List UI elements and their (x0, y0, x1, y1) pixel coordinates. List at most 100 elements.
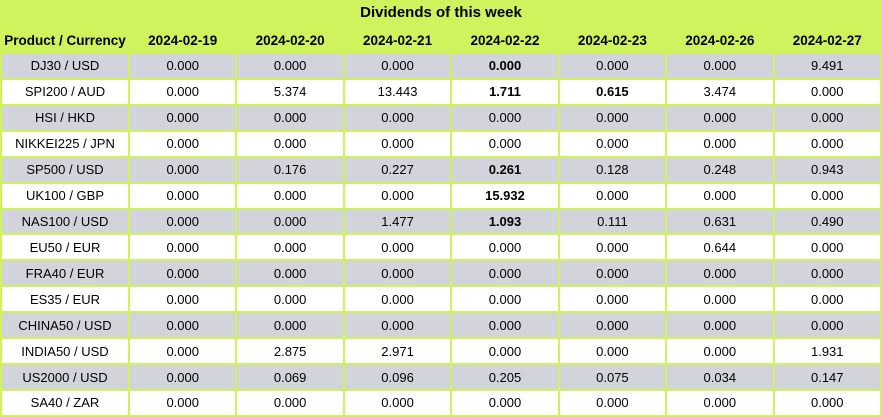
table-row: SPI200 / AUD 0.000 5.374 13.443 1.711 0.615 3.… (0, 77, 882, 106)
product-cell: SA40 / ZAR (0, 388, 130, 417)
product-cell: EU50 / EUR (0, 233, 130, 262)
product-cell: SP500 / USD (0, 155, 130, 184)
value-cell: 0.000 (557, 129, 668, 158)
product-cell: ES35 / EUR (0, 285, 130, 314)
value-cell: 0.000 (450, 233, 560, 262)
table-row: CHINA50 / USD 0.000 0.000 0.000 0.000 0.000 0.… (0, 311, 882, 340)
value-cell: 0.069 (235, 363, 345, 391)
value-cell: 0.000 (772, 129, 882, 158)
value-cell: 0.615 (557, 77, 668, 106)
product-cell: CHINA50 / USD (0, 311, 130, 340)
value-cell: 0.000 (772, 77, 882, 106)
value-cell: 0.000 (665, 337, 775, 366)
value-cell: 0.000 (557, 285, 668, 314)
date-header: 2024-02-27 (772, 26, 882, 54)
value-cell: 0.000 (557, 181, 668, 210)
value-cell: 0.147 (772, 363, 882, 391)
product-cell: INDIA50 / USD (0, 337, 130, 366)
value-cell: 0.000 (127, 388, 238, 417)
value-cell: 0.000 (772, 259, 882, 288)
value-cell: 0.000 (127, 337, 238, 366)
value-cell: 0.000 (557, 337, 668, 366)
product-cell: DJ30 / USD (0, 52, 130, 80)
value-cell: 0.000 (772, 181, 882, 210)
value-cell: 0.000 (557, 311, 668, 340)
value-cell: 0.000 (772, 311, 882, 340)
value-cell: 0.000 (127, 52, 238, 80)
value-cell: 0.128 (557, 155, 668, 184)
value-cell: 0.034 (665, 363, 775, 391)
value-cell: 0.176 (235, 155, 345, 184)
table-row: SA40 / ZAR 0.000 0.000 0.000 0.000 0.000 0.000… (0, 388, 882, 417)
table-row: US2000 / USD 0.000 0.069 0.096 0.205 0.075 0.0… (0, 363, 882, 391)
dividends-table: Product / Currency 2024-02-19 2024-02-20 2… (0, 26, 882, 417)
product-cell: US2000 / USD (0, 363, 130, 391)
table-row: EU50 / EUR 0.000 0.000 0.000 0.000 0.000 0.644… (0, 233, 882, 262)
value-cell: 0.000 (342, 52, 453, 80)
value-cell: 0.000 (127, 233, 238, 262)
value-cell: 2.875 (235, 337, 345, 366)
value-cell: 0.000 (557, 52, 668, 80)
value-cell: 0.000 (665, 388, 775, 417)
product-cell: NIKKEI225 / JPN (0, 129, 130, 158)
value-cell: 0.000 (235, 233, 345, 262)
value-cell: 0.000 (127, 155, 238, 184)
value-cell: 0.000 (127, 311, 238, 340)
date-header: 2024-02-19 (127, 26, 238, 54)
product-cell: HSI / HKD (0, 103, 130, 132)
value-cell: 0.644 (665, 233, 775, 262)
value-cell: 0.631 (665, 207, 775, 236)
value-cell: 0.000 (342, 285, 453, 314)
value-cell: 0.111 (557, 207, 668, 236)
value-cell: 0.000 (665, 103, 775, 132)
value-cell: 0.000 (557, 259, 668, 288)
value-cell: 0.000 (772, 285, 882, 314)
value-cell: 0.000 (235, 311, 345, 340)
table-row: NAS100 / USD 0.000 0.000 1.477 1.093 0.111 0.6… (0, 207, 882, 236)
value-cell: 0.000 (557, 233, 668, 262)
table-row: FRA40 / EUR 0.000 0.000 0.000 0.000 0.000 0.00… (0, 259, 882, 288)
value-cell: 0.000 (665, 285, 775, 314)
value-cell: 0.000 (127, 129, 238, 158)
value-cell: 0.000 (772, 233, 882, 262)
date-header: 2024-02-21 (342, 26, 453, 54)
value-cell: 2.971 (342, 337, 453, 366)
value-cell: 0.096 (342, 363, 453, 391)
date-header: 2024-02-20 (235, 26, 345, 54)
value-cell: 13.443 (342, 77, 453, 106)
product-cell: FRA40 / EUR (0, 259, 130, 288)
value-cell: 3.474 (665, 77, 775, 106)
value-cell: 0.248 (665, 155, 775, 184)
table-row: INDIA50 / USD 0.000 2.875 2.971 0.000 0.000 0.… (0, 337, 882, 366)
value-cell: 0.000 (127, 103, 238, 132)
value-cell: 0.000 (450, 52, 560, 80)
value-cell: 0.000 (342, 129, 453, 158)
value-cell: 0.000 (235, 52, 345, 80)
table-row: ES35 / EUR 0.000 0.000 0.000 0.000 0.000 0.000… (0, 285, 882, 314)
value-cell: 1.931 (772, 337, 882, 366)
value-cell: 0.000 (235, 103, 345, 132)
date-header: 2024-02-23 (557, 26, 668, 54)
table-row: SP500 / USD 0.000 0.176 0.227 0.261 0.128 0.24… (0, 155, 882, 184)
value-cell: 0.000 (127, 77, 238, 106)
value-cell: 0.000 (342, 259, 453, 288)
value-cell: 0.000 (557, 103, 668, 132)
date-header: 2024-02-22 (450, 26, 560, 54)
value-cell: 0.205 (450, 363, 560, 391)
value-cell: 0.000 (665, 181, 775, 210)
value-cell: 0.000 (450, 285, 560, 314)
value-cell: 9.491 (772, 52, 882, 80)
product-cell: NAS100 / USD (0, 207, 130, 236)
value-cell: 0.490 (772, 207, 882, 236)
value-cell: 0.000 (665, 129, 775, 158)
value-cell: 0.075 (557, 363, 668, 391)
value-cell: 15.932 (450, 181, 560, 210)
value-cell: 0.000 (127, 207, 238, 236)
header-row: Product / Currency 2024-02-19 2024-02-20 2… (0, 26, 882, 54)
value-cell: 0.000 (235, 285, 345, 314)
value-cell: 0.000 (235, 129, 345, 158)
value-cell: 0.000 (772, 388, 882, 417)
value-cell: 0.000 (235, 207, 345, 236)
value-cell: 0.000 (342, 233, 453, 262)
value-cell: 0.000 (450, 311, 560, 340)
